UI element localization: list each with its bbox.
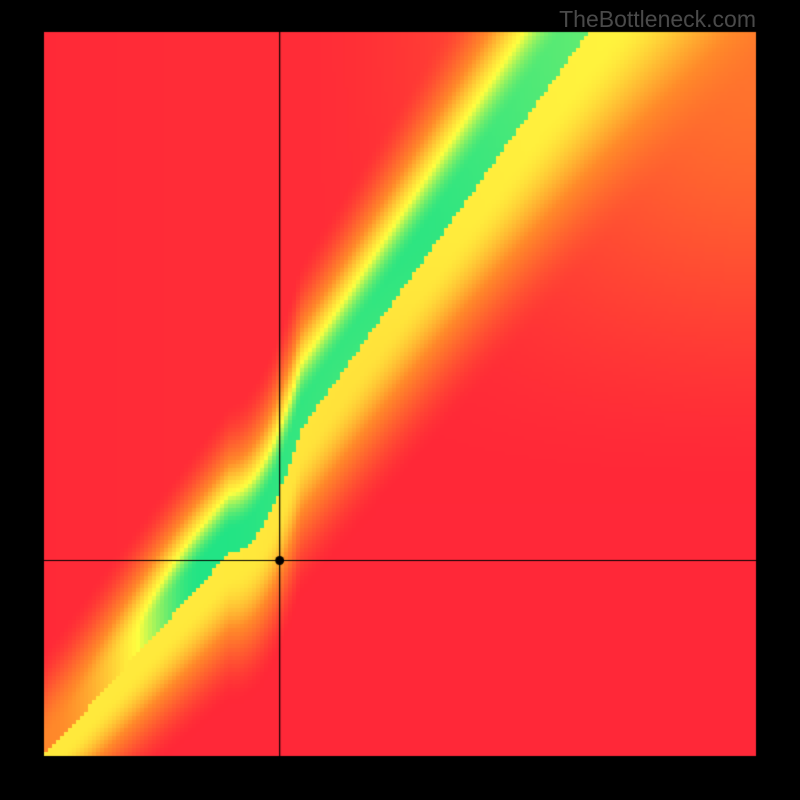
bottleneck-heatmap [0, 0, 800, 800]
chart-container: TheBottleneck.com [0, 0, 800, 800]
watermark-text: TheBottleneck.com [559, 6, 756, 33]
